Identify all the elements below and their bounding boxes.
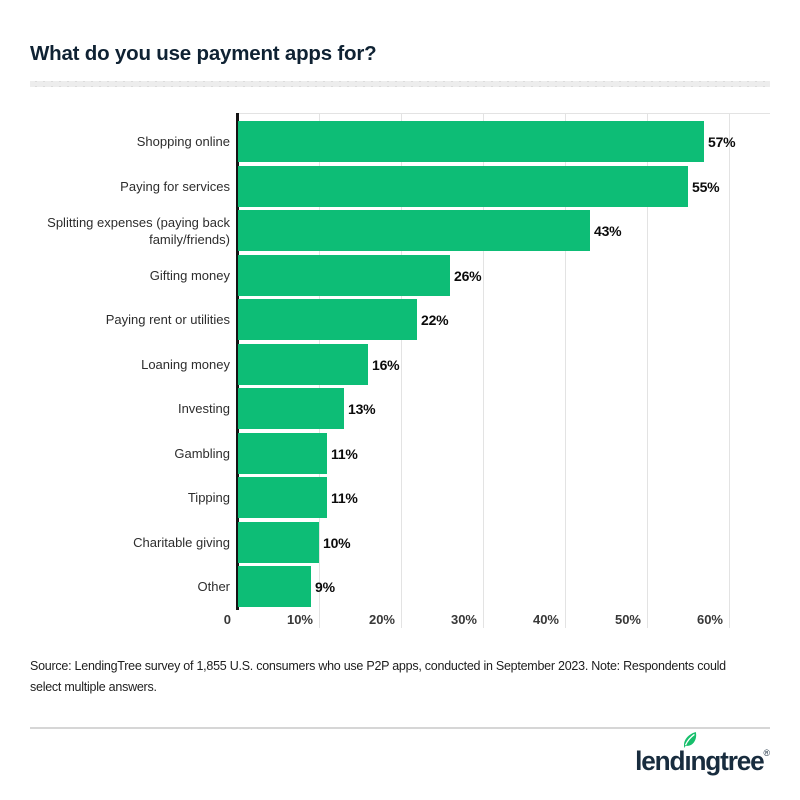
logo-word-start: lend [635, 746, 685, 776]
bar [238, 477, 327, 518]
value-label: 11% [331, 489, 358, 506]
bar [238, 210, 590, 251]
category-label: Shopping online [136, 134, 230, 149]
plot-top-border [237, 113, 770, 114]
x-tick-label: 60% [696, 612, 723, 627]
value-label: 13% [348, 400, 376, 417]
x-tick-label: 50% [614, 612, 641, 627]
category-label: Tipping [187, 490, 230, 505]
value-label: 57% [708, 133, 736, 150]
value-label: 9% [315, 578, 335, 595]
x-tick-label: 0 [223, 612, 231, 627]
category-label: Splitting expenses (paying back family/f… [47, 214, 230, 247]
x-gridline [647, 113, 648, 628]
value-label: 55% [692, 178, 720, 195]
x-gridline [565, 113, 566, 628]
category-label: Other [197, 579, 230, 594]
title-divider [30, 81, 770, 87]
bar [238, 522, 319, 563]
x-tick-label: 20% [368, 612, 395, 627]
x-tick-label: 40% [532, 612, 559, 627]
logo-dotless-i: ı [684, 746, 691, 776]
value-label: 26% [454, 267, 482, 284]
category-label: Paying rent or utilities [105, 312, 230, 327]
bar [238, 299, 417, 340]
registered-mark: ® [763, 748, 770, 758]
x-gridline [729, 113, 730, 628]
category-label: Gifting money [149, 268, 230, 283]
logo-i-slot: ı [683, 731, 696, 777]
bar [238, 121, 704, 162]
bar [238, 433, 327, 474]
bar [238, 166, 688, 207]
value-label: 10% [323, 534, 351, 551]
page-title: What do you use payment apps for? [30, 42, 377, 65]
bar [238, 344, 368, 385]
category-label: Charitable giving [133, 535, 230, 550]
logo-word-end: ngtree [690, 746, 764, 776]
category-label: Loaning money [141, 357, 230, 372]
bar [238, 255, 450, 296]
bar [238, 388, 344, 429]
value-label: 43% [594, 222, 622, 239]
x-tick-label: 10% [286, 612, 313, 627]
lendingtree-logo: lend ıngtree® [635, 731, 770, 777]
footer-divider [30, 727, 770, 729]
y-axis-line [236, 113, 239, 610]
value-label: 16% [372, 356, 400, 373]
category-label: Investing [177, 401, 230, 416]
value-label: 22% [421, 311, 449, 328]
source-note: Source: LendingTree survey of 1,855 U.S.… [30, 659, 726, 694]
leaf-icon [683, 731, 696, 749]
x-tick-label: 30% [450, 612, 477, 627]
category-label: Paying for services [120, 179, 230, 194]
bar [238, 566, 311, 607]
value-label: 11% [331, 445, 358, 462]
x-gridline [401, 113, 402, 628]
category-label: Gambling [174, 446, 230, 461]
x-gridline [483, 113, 484, 628]
